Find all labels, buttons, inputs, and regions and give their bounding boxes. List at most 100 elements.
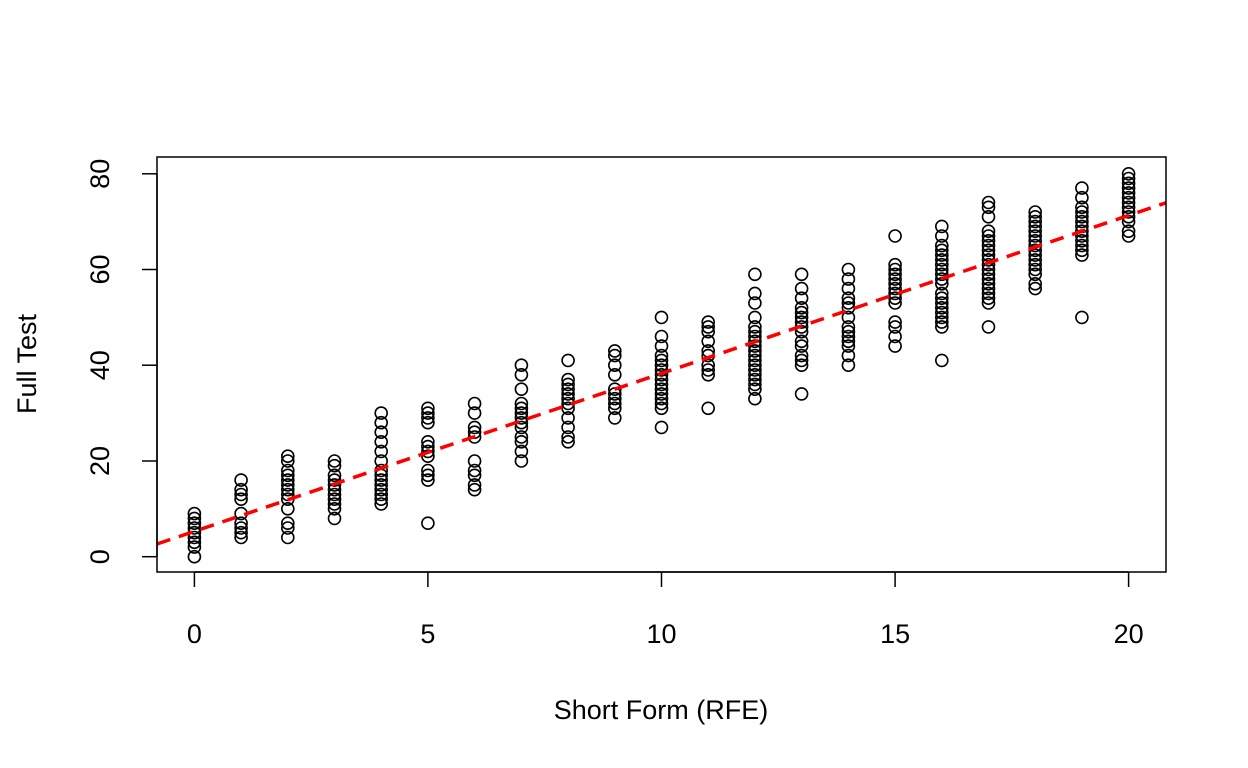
data-point — [374, 478, 389, 492]
data-point — [280, 530, 295, 545]
data-point — [794, 334, 809, 349]
data-point — [561, 387, 575, 401]
data-point — [514, 358, 529, 373]
data-point — [1121, 224, 1136, 238]
data-point — [888, 229, 902, 243]
y-tick-label: 40 — [85, 350, 115, 380]
data-point — [421, 516, 435, 531]
data-point — [234, 482, 248, 497]
data-point — [748, 367, 762, 382]
data-point — [234, 521, 248, 535]
data-point — [607, 367, 622, 382]
data-point — [748, 286, 762, 301]
data-point — [654, 382, 669, 397]
data-point — [327, 492, 342, 507]
data-point — [794, 291, 809, 306]
data-point — [748, 334, 762, 349]
data-point — [841, 310, 856, 325]
data-point — [374, 444, 389, 459]
data-point — [748, 296, 762, 310]
data-point — [374, 497, 389, 511]
data-point — [327, 501, 342, 516]
data-point — [654, 348, 669, 363]
data-point — [561, 382, 575, 397]
data-point — [654, 396, 669, 411]
data-point — [748, 324, 762, 339]
data-point — [841, 296, 856, 310]
data-point — [1028, 210, 1042, 224]
y-tick-label: 0 — [85, 549, 115, 564]
data-point — [234, 487, 248, 502]
data-point — [514, 454, 529, 468]
data-point — [1075, 310, 1089, 325]
x-tick-label: 0 — [187, 619, 202, 649]
data-point — [187, 535, 202, 550]
y-axis: 0 20 40 60 80 — [85, 159, 158, 564]
data-point — [374, 425, 389, 440]
data-point — [888, 320, 902, 334]
data-point — [514, 420, 529, 435]
data-point — [748, 391, 762, 406]
data-point — [1121, 176, 1136, 191]
data-point — [1121, 186, 1136, 200]
data-point — [701, 315, 716, 329]
data-point — [1028, 229, 1042, 243]
data-point — [280, 501, 295, 516]
data-point — [981, 238, 996, 253]
data-point — [234, 473, 248, 487]
data-point — [467, 420, 482, 435]
data-point — [934, 315, 949, 329]
data-point — [607, 411, 622, 425]
data-point — [234, 525, 248, 540]
data-point — [701, 324, 716, 339]
data-point — [934, 262, 949, 277]
data-point — [888, 276, 902, 291]
data-point — [1028, 257, 1042, 272]
data-point — [607, 382, 622, 397]
data-point — [748, 358, 762, 373]
data-point — [561, 411, 575, 425]
data-point — [841, 329, 856, 344]
data-point — [934, 291, 949, 306]
data-point — [514, 396, 529, 411]
data-point — [467, 468, 482, 483]
data-point — [1028, 253, 1042, 267]
data-point — [934, 300, 949, 315]
data-point — [794, 339, 809, 353]
data-point — [934, 310, 949, 325]
data-point — [1075, 234, 1089, 248]
data-point — [748, 267, 762, 282]
data-point — [934, 257, 949, 272]
data-point — [374, 482, 389, 497]
data-point — [981, 243, 996, 258]
data-point — [327, 468, 342, 483]
data-point — [374, 492, 389, 507]
data-point — [327, 478, 342, 492]
data-point — [654, 353, 669, 368]
data-point — [981, 276, 996, 291]
data-point — [280, 516, 295, 531]
data-point — [1121, 200, 1136, 215]
data-point — [934, 229, 949, 243]
data-point — [1028, 219, 1042, 234]
data-point — [841, 339, 856, 353]
data-point — [701, 367, 716, 382]
data-point — [327, 487, 342, 502]
data-point — [888, 267, 902, 282]
data-point — [374, 434, 389, 449]
data-point — [1075, 181, 1089, 195]
y-tick-label: 60 — [85, 254, 115, 284]
data-point — [1121, 195, 1136, 210]
data-point — [561, 430, 575, 444]
data-point — [888, 339, 902, 353]
data-point — [280, 487, 295, 502]
data-point — [934, 272, 949, 286]
data-point — [654, 310, 669, 325]
data-point — [280, 521, 295, 535]
data-point — [841, 272, 856, 286]
data-point — [748, 310, 762, 325]
data-point — [654, 387, 669, 401]
data-point — [280, 478, 295, 492]
data-point — [1121, 171, 1136, 186]
x-tick-label: 20 — [1114, 619, 1144, 649]
